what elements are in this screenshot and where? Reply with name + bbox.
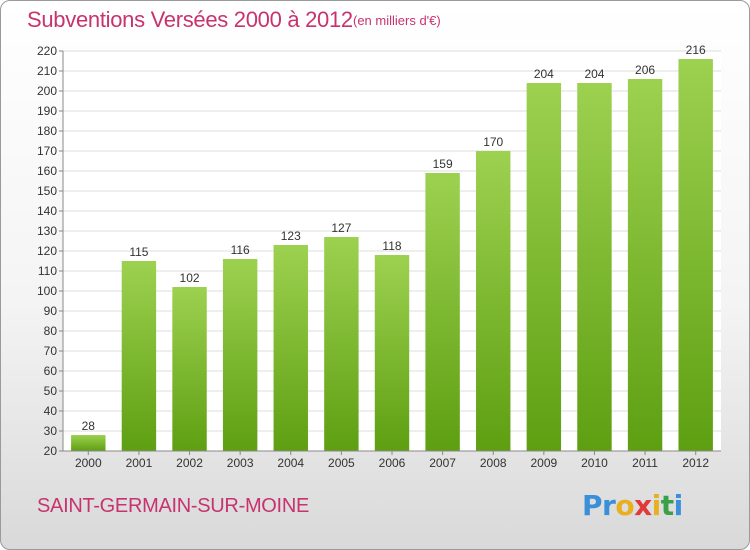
x-tick-label: 2011 — [632, 456, 658, 470]
y-tick-label: 210 — [37, 64, 57, 78]
bar-2003 — [222, 259, 258, 451]
bar-2009 — [526, 83, 562, 451]
y-tick-label: 80 — [44, 324, 58, 338]
bar-value-label: 102 — [180, 271, 200, 285]
y-tick-label: 20 — [44, 444, 58, 458]
bar-value-label: 115 — [129, 245, 148, 259]
y-tick-label: 100 — [37, 284, 57, 298]
bar-2004 — [273, 245, 308, 451]
logo-letter: o — [615, 489, 635, 522]
logo-letter: P — [582, 489, 603, 522]
x-tick-label: 2005 — [328, 456, 355, 470]
y-tick-label: 200 — [37, 84, 57, 98]
logo-letter: i — [673, 489, 684, 522]
y-tick-label: 170 — [37, 144, 57, 158]
x-tick-label: 2008 — [480, 456, 507, 470]
bar-value-label: 170 — [483, 135, 503, 149]
bar-value-label: 28 — [82, 419, 96, 433]
bar-value-label: 216 — [686, 43, 706, 57]
x-tick-label: 2012 — [682, 456, 709, 470]
x-tick-label: 2006 — [379, 456, 406, 470]
x-tick-label: 2009 — [530, 456, 557, 470]
y-tick-label: 180 — [37, 124, 57, 138]
y-tick-label: 220 — [37, 44, 57, 58]
y-tick-label: 130 — [37, 224, 57, 238]
bar-2010 — [577, 83, 612, 451]
x-tick-label: 2001 — [126, 456, 153, 470]
x-tick-label: 2007 — [429, 456, 456, 470]
bar-value-label: 204 — [584, 67, 604, 81]
bar-2008 — [476, 151, 511, 451]
proxiti-logo: Proxiti — [582, 489, 683, 522]
y-tick-label: 70 — [44, 344, 58, 358]
logo-letter: r — [602, 489, 616, 522]
bar-value-label: 123 — [281, 229, 301, 243]
y-tick-label: 150 — [37, 184, 57, 198]
y-tick-label: 190 — [37, 104, 57, 118]
y-tick-label: 90 — [44, 304, 58, 318]
bar-value-label: 116 — [231, 243, 250, 257]
y-tick-label: 60 — [44, 364, 58, 378]
bar-2006 — [374, 255, 410, 451]
y-tick-label: 160 — [37, 164, 57, 178]
x-tick-label: 2003 — [227, 456, 254, 470]
y-tick-label: 120 — [37, 244, 57, 258]
bar-2002 — [172, 287, 207, 451]
logo-letter: t — [660, 489, 674, 522]
bar-value-label: 118 — [382, 239, 401, 253]
bar-value-label: 159 — [433, 157, 453, 171]
x-tick-label: 2010 — [581, 456, 608, 470]
chart-title: Subventions Versées 2000 à 2012 — [27, 7, 353, 32]
bar-2001 — [121, 261, 157, 451]
commune-name: SAINT-GERMAIN-SUR-MOINE — [37, 495, 309, 517]
y-tick-label: 140 — [37, 204, 57, 218]
bar-value-label: 204 — [534, 67, 554, 81]
chart-unit: (en milliers d'€) — [353, 13, 441, 28]
bar-2007 — [425, 173, 460, 451]
y-tick-label: 110 — [38, 264, 57, 278]
bar-2012 — [678, 59, 713, 451]
bar-2005 — [324, 237, 359, 451]
x-tick-label: 2004 — [277, 456, 304, 470]
bar-value-label: 127 — [331, 221, 351, 235]
logo-letter: x — [634, 489, 652, 522]
bar-2000 — [71, 435, 106, 451]
bar-2011 — [627, 79, 663, 451]
y-tick-label: 40 — [44, 404, 58, 418]
y-tick-label: 30 — [44, 424, 58, 438]
x-tick-label: 2000 — [75, 456, 102, 470]
logo-letter: i — [651, 489, 662, 522]
bar-value-label: 206 — [635, 63, 655, 77]
x-tick-label: 2002 — [176, 456, 203, 470]
y-tick-label: 50 — [44, 384, 58, 398]
